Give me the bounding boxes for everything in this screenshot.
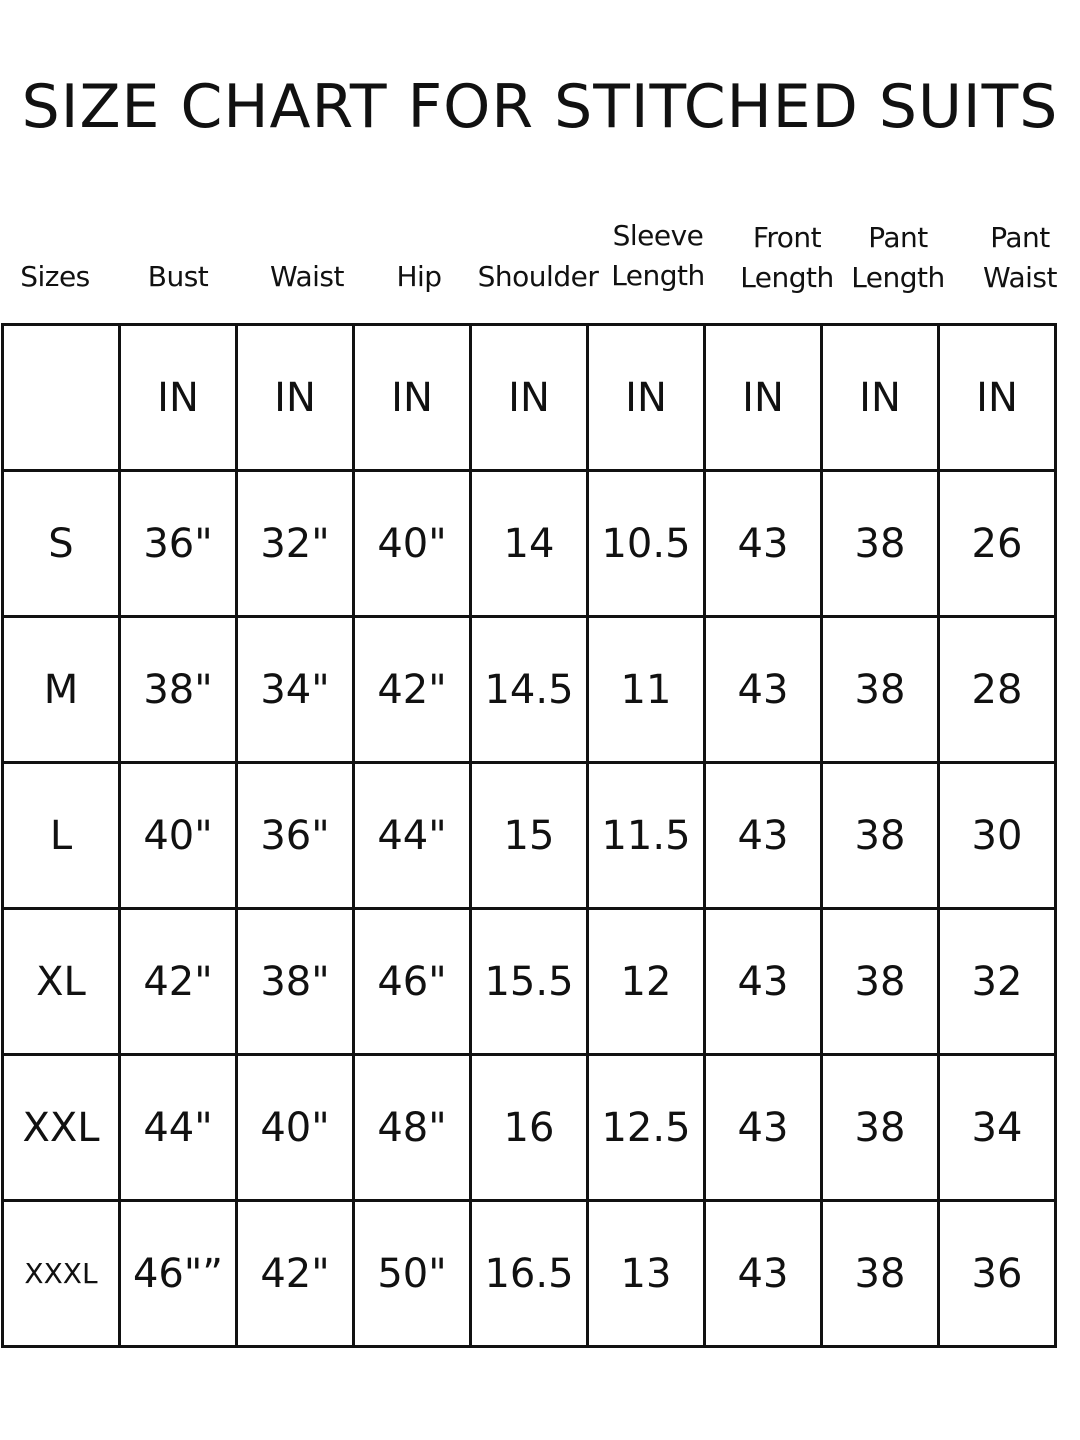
column-header-line: Bust [147, 260, 209, 293]
table-cell: 43 [703, 1199, 823, 1348]
size-cell: L [1, 761, 121, 910]
column-header: Front Length [717, 218, 857, 298]
table-cell: IN [118, 323, 238, 472]
table-cell: 50" [352, 1199, 472, 1348]
table-cell: 16 [469, 1053, 589, 1202]
table-cell: 43 [703, 469, 823, 618]
table-cell: 44" [352, 761, 472, 910]
table-cell: 36" [118, 469, 238, 618]
table-cell: 34 [937, 1053, 1057, 1202]
table-cell: IN [469, 323, 589, 472]
size-table: IN IN IN IN IN IN IN IN S 36" 32" 40" 14 10.5 43 38 26 M 3… [1, 323, 1057, 1348]
column-header-line: Waist [983, 261, 1057, 294]
table-cell: IN [937, 323, 1057, 472]
table-row: XL 42" 38" 46" 15.5 12 43 38 32 [1, 907, 1057, 1056]
table-cell: 14 [469, 469, 589, 618]
table-cell: 10.5 [586, 469, 706, 618]
table-cell: 46"” [118, 1199, 238, 1348]
column-header-line: Sleeve [612, 219, 704, 252]
column-header-line: Length [851, 261, 945, 294]
table-cell: 15.5 [469, 907, 589, 1056]
table-cell: 32 [937, 907, 1057, 1056]
table-cell: 11 [586, 615, 706, 764]
table-cell: 26 [937, 469, 1057, 618]
table-cell: 28 [937, 615, 1057, 764]
table-cell: 32" [235, 469, 355, 618]
table-cell: 40" [118, 761, 238, 910]
table-cell: 46" [352, 907, 472, 1056]
size-cell: XL [1, 907, 121, 1056]
table-cell: 48" [352, 1053, 472, 1202]
table-cell: 43 [703, 907, 823, 1056]
table-cell: 15 [469, 761, 589, 910]
table-cell: 43 [703, 761, 823, 910]
table-cell: 34" [235, 615, 355, 764]
table-cell: IN [352, 323, 472, 472]
table-cell: 38 [820, 615, 940, 764]
table-cell: 38 [820, 469, 940, 618]
table-cell: IN [703, 323, 823, 472]
table-cell: IN [820, 323, 940, 472]
column-header: Pant Length [828, 218, 968, 298]
page-title: SIZE CHART FOR STITCHED SUITS [21, 72, 1059, 142]
table-cell: 38" [235, 907, 355, 1056]
table-cell: 40" [352, 469, 472, 618]
table-row: S 36" 32" 40" 14 10.5 43 38 26 [1, 469, 1057, 618]
table-cell: 42" [118, 907, 238, 1056]
table-cell: 11.5 [586, 761, 706, 910]
table-cell: 16.5 [469, 1199, 589, 1348]
size-cell [1, 323, 121, 472]
column-header-line: Sizes [20, 260, 90, 293]
column-header-line: Shoulder [477, 260, 599, 293]
table-row: XXXL 46"” 42" 50" 16.5 13 43 38 36 [1, 1199, 1057, 1348]
table-cell: 42" [352, 615, 472, 764]
size-cell: S [1, 469, 121, 618]
table-cell: 38" [118, 615, 238, 764]
column-header: Hip [349, 257, 489, 297]
table-cell: 12.5 [586, 1053, 706, 1202]
table-row: IN IN IN IN IN IN IN IN [1, 323, 1057, 472]
table-cell: 43 [703, 1053, 823, 1202]
table-cell: 38 [820, 761, 940, 910]
table-row: L 40" 36" 44" 15 11.5 43 38 30 [1, 761, 1057, 910]
table-cell: 38 [820, 907, 940, 1056]
table-cell: 14.5 [469, 615, 589, 764]
table-cell: 13 [586, 1199, 706, 1348]
table-cell: 36 [937, 1199, 1057, 1348]
table-cell: 42" [235, 1199, 355, 1348]
size-cell: XXL [1, 1053, 121, 1202]
table-cell: 40" [235, 1053, 355, 1202]
column-header: Bust [108, 257, 248, 297]
column-header-line: Length [611, 259, 705, 292]
column-header-line: Front [752, 221, 822, 254]
column-header: Waist [237, 257, 377, 297]
column-header-line: Pant [990, 221, 1050, 254]
table-cell: 12 [586, 907, 706, 1056]
table-cell: IN [235, 323, 355, 472]
table-cell: 43 [703, 615, 823, 764]
table-row: XXL 44" 40" 48" 16 12.5 43 38 34 [1, 1053, 1057, 1202]
column-header: Pant Waist [950, 218, 1080, 298]
table-cell: 38 [820, 1199, 940, 1348]
table-row: M 38" 34" 42" 14.5 11 43 38 28 [1, 615, 1057, 764]
column-header: Shoulder [468, 257, 608, 297]
size-cell: XXXL [1, 1199, 121, 1348]
table-cell: 30 [937, 761, 1057, 910]
column-header: Sleeve Length [588, 216, 728, 296]
table-cell: 38 [820, 1053, 940, 1202]
table-cell: 36" [235, 761, 355, 910]
size-cell: M [1, 615, 121, 764]
column-header: Sizes [0, 257, 125, 297]
column-header-line: Hip [396, 260, 442, 293]
table-cell: 44" [118, 1053, 238, 1202]
table-cell: IN [586, 323, 706, 472]
column-header-line: Length [740, 261, 834, 294]
column-header-line: Pant [868, 221, 928, 254]
column-header-line: Waist [270, 260, 344, 293]
